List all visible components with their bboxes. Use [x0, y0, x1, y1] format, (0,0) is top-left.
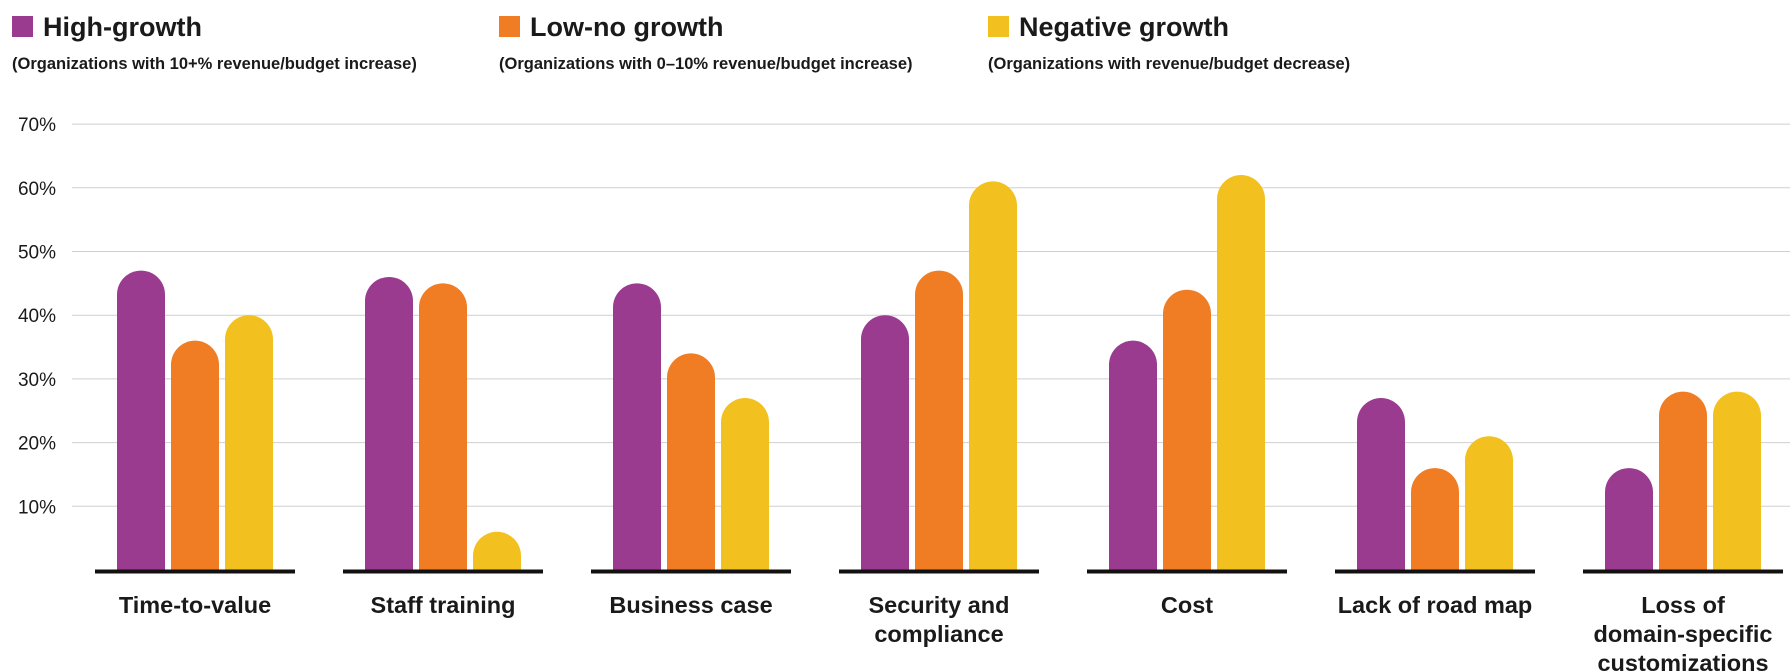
legend-swatch-icon [12, 16, 33, 37]
bar [1217, 175, 1265, 570]
bar [419, 283, 467, 570]
category-label: Security and [868, 592, 1009, 618]
bar [117, 270, 165, 570]
legend-series-name: Negative growth [1019, 12, 1230, 42]
y-tick-label: 60% [18, 179, 56, 200]
bar [225, 315, 273, 570]
legend-series-description: (Organizations with revenue/budget decre… [988, 55, 1351, 73]
bar [1465, 436, 1513, 570]
y-tick-label: 70% [18, 115, 56, 136]
legend-series-name: Low-no growth [530, 12, 724, 42]
bar [1659, 391, 1707, 570]
bar [1357, 398, 1405, 570]
bar [613, 283, 661, 570]
y-tick-label: 30% [18, 370, 56, 391]
category-label: Business case [609, 592, 772, 618]
legend-series-name: High-growth [43, 12, 202, 42]
category-label: Lack of road map [1338, 592, 1533, 618]
category-label: Cost [1161, 592, 1213, 618]
legend-swatch-icon [988, 16, 1009, 37]
bar [171, 340, 219, 570]
category-label: Staff training [371, 592, 516, 618]
bar [365, 276, 413, 570]
y-tick-label: 20% [18, 434, 56, 455]
category-label: Loss of [1641, 592, 1725, 618]
bar [915, 270, 963, 570]
y-tick-label: 10% [18, 497, 56, 518]
legend-series-description: (Organizations with 10+% revenue/budget … [12, 55, 417, 73]
category-label: compliance [874, 621, 1003, 647]
bar [1163, 289, 1211, 570]
legend-swatch-icon [499, 16, 520, 37]
y-tick-label: 50% [18, 243, 56, 264]
category-label: customizations [1597, 650, 1768, 672]
bar [1605, 468, 1653, 570]
bar [667, 353, 715, 570]
bar [473, 531, 521, 570]
category-label: domain-specific [1594, 621, 1773, 647]
bar [1411, 468, 1459, 570]
bar [861, 315, 909, 570]
bar [721, 398, 769, 570]
bar [1713, 391, 1761, 570]
category-label: Time-to-value [119, 592, 271, 618]
bar [1109, 340, 1157, 570]
bar [969, 181, 1017, 571]
y-tick-label: 40% [18, 306, 56, 327]
legend-series-description: (Organizations with 0–10% revenue/budget… [499, 55, 913, 73]
